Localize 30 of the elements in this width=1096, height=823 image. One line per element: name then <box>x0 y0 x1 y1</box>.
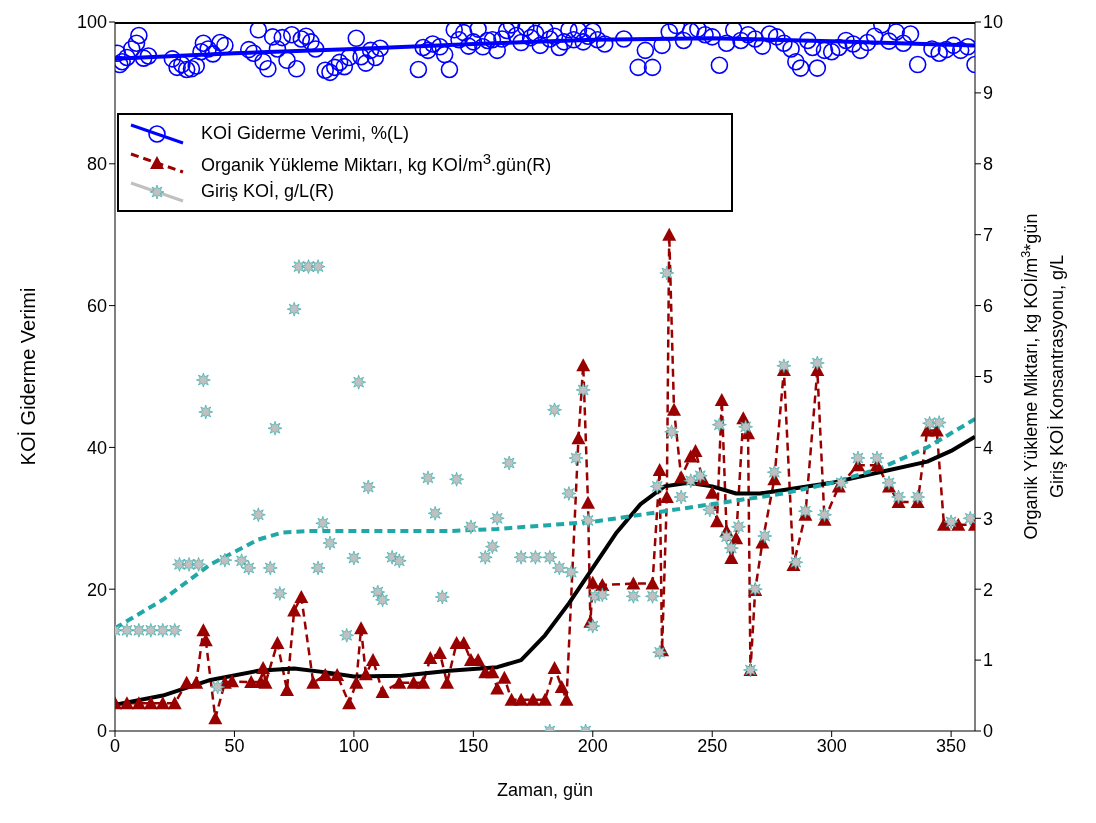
y2-tick-label: 8 <box>983 154 994 175</box>
y2-tick-label: 1 <box>983 650 994 671</box>
y-tick-label: 60 <box>86 295 107 316</box>
legend-label: Organik Yükleme Miktarı, kg KOİ/m$^{3}$.gün(R) <box>201 149 552 176</box>
y-tick-label: 40 <box>86 437 107 458</box>
x-tick-label: 350 <box>936 735 967 756</box>
y2-tick-label: 5 <box>983 366 994 387</box>
y2-tick-label: 6 <box>983 295 994 316</box>
x-tick-label: 250 <box>697 735 728 756</box>
x-tick-label: 100 <box>338 735 369 756</box>
y2-tick-label: 3 <box>983 508 994 529</box>
x-tick-label: 0 <box>109 735 121 756</box>
y2-tick-label: 7 <box>983 225 994 246</box>
legend-label: Giriş KOİ, g/L(R) <box>201 181 335 202</box>
x-tick-label: 200 <box>577 735 608 756</box>
y2-tick-label: 9 <box>983 83 994 104</box>
legend-label: KOİ Giderme Verimi, %(L) <box>201 123 410 144</box>
y2-tick-label: 2 <box>983 579 994 600</box>
x-tick-label: 150 <box>458 735 489 756</box>
y2-tick-label: 0 <box>983 721 994 742</box>
y2-tick-label: 10 <box>983 12 1004 33</box>
y-tick-label: 20 <box>86 579 107 600</box>
x-axis-title: Zaman, gün <box>496 780 594 800</box>
y-tick-label: 0 <box>96 721 107 742</box>
x-tick-label: 300 <box>816 735 847 756</box>
y2-tick-label: 4 <box>983 437 994 458</box>
x-tick-label: 50 <box>224 735 245 756</box>
y-tick-label: 100 <box>76 12 107 33</box>
y-tick-label: 80 <box>86 154 107 175</box>
y-axis-title: KOİ Giderme Verimi <box>17 287 40 466</box>
